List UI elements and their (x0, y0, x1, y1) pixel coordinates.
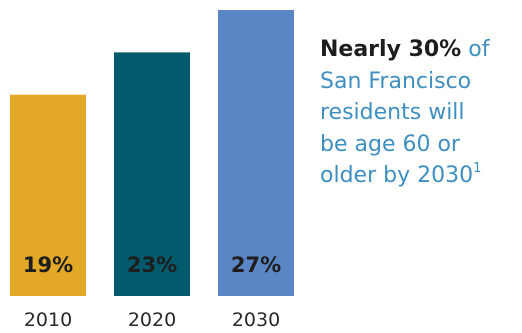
bar-2020 (114, 52, 190, 297)
bar-value-label-2010: 19% (23, 253, 73, 277)
value-labels-group: 19% 23% 27% (23, 253, 281, 277)
bar-value-label-2020: 23% (127, 253, 177, 277)
bars-group (10, 10, 294, 297)
bar-2010 (10, 94, 86, 296)
caption-line-5: older by 20301 (320, 160, 520, 192)
caption-footnote: 1 (473, 161, 482, 176)
bar-value-label-2030: 27% (231, 253, 281, 277)
caption-line-2: San Francisco (320, 68, 472, 94)
caption-line-4: be age 60 or (320, 131, 460, 157)
x-tick-label-2030: 2030 (232, 309, 280, 331)
caption-line-3: residents will (320, 100, 465, 125)
bar-2030 (218, 10, 294, 296)
caption-emphasis: Nearly 30% (320, 37, 462, 62)
chart-caption: Nearly 30% of San Francisco residents wi… (320, 34, 520, 192)
caption-text-1: of (468, 37, 490, 62)
x-tick-label-2010: 2010 (24, 309, 72, 331)
x-axis-ticks: 2010 2020 2030 (24, 309, 280, 331)
caption-line-1: Nearly 30% of (320, 34, 520, 66)
caption-text-5: older by 2030 (320, 163, 474, 188)
x-tick-label-2020: 2020 (128, 309, 176, 331)
